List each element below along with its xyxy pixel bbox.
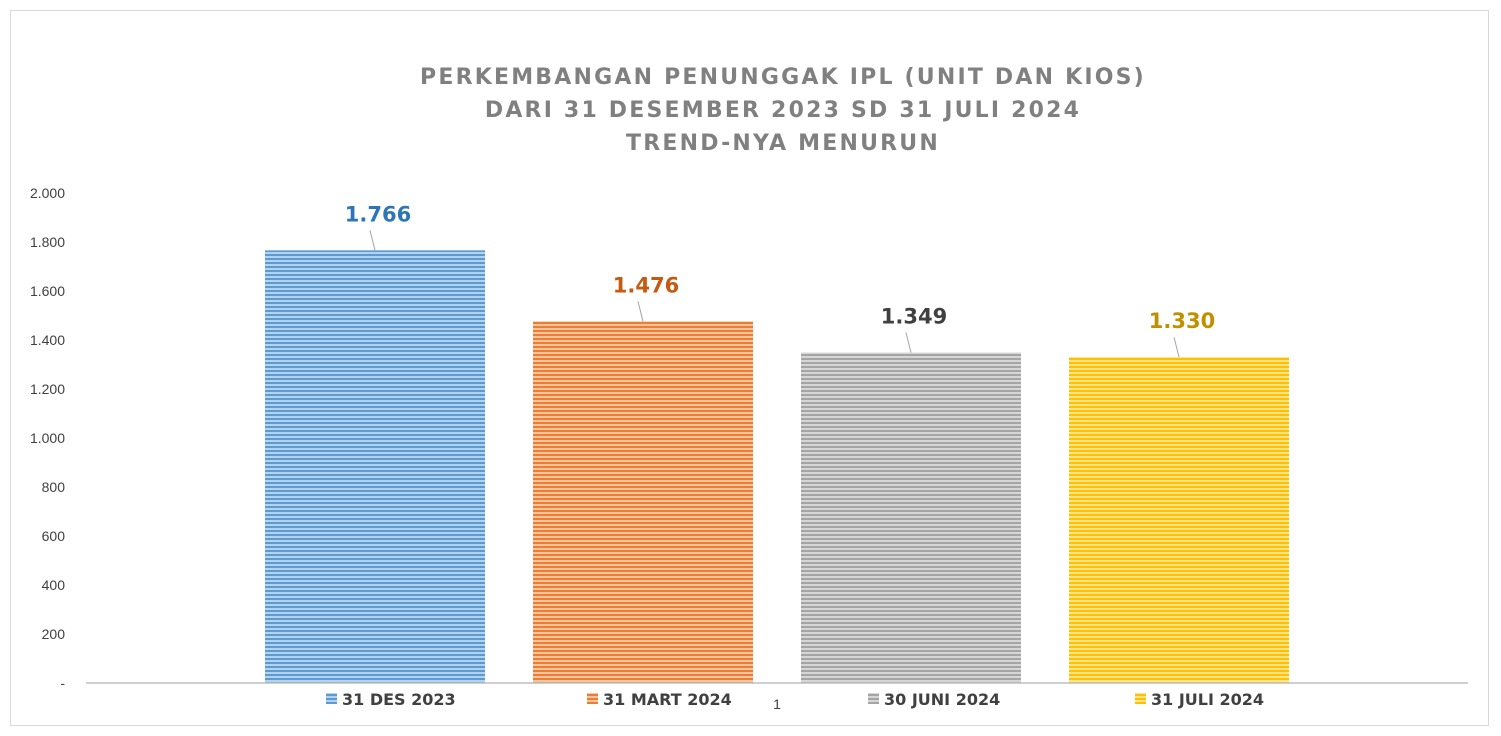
data-label: 1.476 [613, 273, 679, 297]
legend-swatch-stripes [1135, 693, 1146, 704]
y-tick-label: 200 [42, 626, 66, 642]
chart-title-line-1: PERKEMBANGAN PENUNGGAK IPL (UNIT DAN KIO… [420, 65, 1146, 90]
legend-label: 31 JULI 2024 [1151, 690, 1264, 709]
bar-stripe-overlay [1069, 357, 1289, 683]
y-tick-label: - [60, 675, 65, 691]
y-tick-label: 1.400 [30, 332, 65, 348]
legend-swatch-stripes [326, 693, 337, 704]
x-category-label: 1 [773, 696, 781, 712]
y-tick-label: 2.000 [30, 185, 65, 201]
data-label-leader [905, 332, 912, 353]
y-tick-label: 400 [42, 577, 66, 593]
data-label: 1.349 [881, 304, 947, 328]
legend-label: 31 MART 2024 [603, 690, 732, 709]
legend-swatch-stripes [587, 693, 598, 704]
y-tick-label: 600 [42, 528, 66, 544]
legend-label: 31 DES 2023 [342, 690, 456, 709]
y-axis: - 200 400 600 800 1.000 1.200 1.400 1.600 1.800 2.… [30, 185, 65, 691]
data-label-leader [1173, 337, 1180, 358]
y-tick-label: 1.800 [30, 234, 65, 250]
legend-label: 30 JUNI 2024 [884, 690, 1000, 709]
bar-stripe-overlay [801, 352, 1021, 683]
bars-group [265, 250, 1289, 683]
data-labels-group: 1.766 1.476 1.349 1.330 [345, 202, 1215, 358]
legend: 31 DES 2023 31 MART 2024 30 JUNI 2024 31 JU… [326, 690, 1264, 709]
data-label: 1.766 [345, 202, 411, 226]
y-tick-label: 1.000 [30, 430, 65, 446]
y-tick-label: 1.200 [30, 381, 65, 397]
legend-swatch-stripes [868, 693, 879, 704]
data-label: 1.330 [1149, 309, 1215, 333]
y-tick-label: 1.600 [30, 283, 65, 299]
y-tick-label: 800 [42, 479, 66, 495]
chart-title-line-2: DARI 31 DESEMBER 2023 SD 31 JULI 2024 [485, 98, 1081, 123]
data-label-leader [637, 301, 644, 322]
bar-stripe-overlay [533, 321, 753, 683]
chart-title: PERKEMBANGAN PENUNGGAK IPL (UNIT DAN KIO… [420, 65, 1146, 156]
chart-title-line-3: TREND-NYA MENURUN [626, 131, 940, 156]
bar-stripe-overlay [265, 250, 485, 683]
data-label-leader [369, 230, 376, 251]
